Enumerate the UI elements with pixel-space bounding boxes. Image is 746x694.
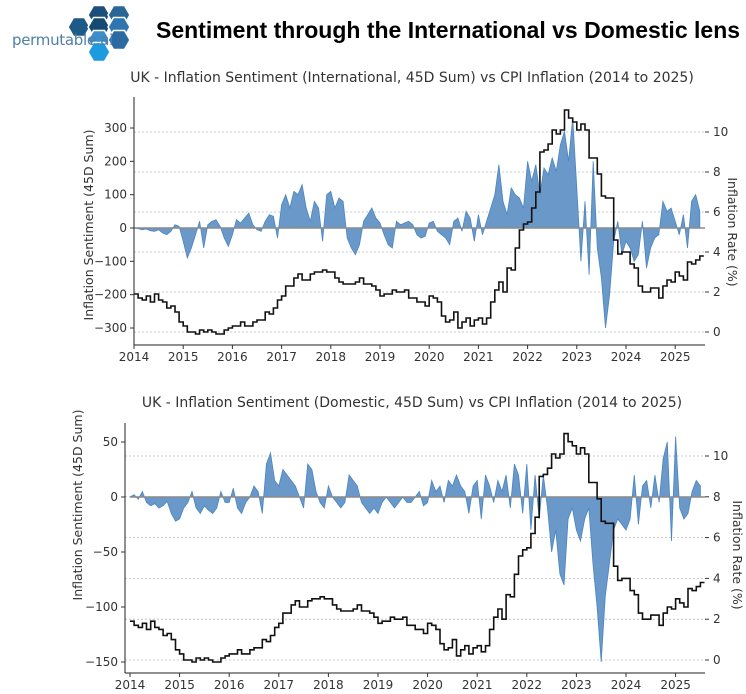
y-tick-label: −100 — [85, 600, 118, 614]
y-tick-label: −200 — [94, 288, 127, 302]
x-tick-label: 2018 — [313, 678, 344, 692]
x-tick-label: 2024 — [611, 350, 642, 364]
y-tick-label: −300 — [94, 321, 127, 335]
hexagon-logo-icon — [67, 4, 131, 63]
x-tick-label: 2014 — [115, 678, 146, 692]
sentiment-area — [129, 436, 701, 663]
y2-tick-label: 0 — [713, 653, 721, 667]
y-tick-label: −150 — [85, 655, 118, 669]
y2-tick-label: 2 — [713, 612, 721, 626]
logo-hexagon — [67, 16, 91, 38]
logo-hexagon — [107, 29, 131, 51]
y2-axis-label: Inflation Rate (%) — [725, 177, 740, 286]
y-tick-label: 50 — [103, 435, 118, 449]
y2-tick-label: 10 — [713, 125, 728, 139]
y2-tick-label: 4 — [713, 571, 721, 585]
y-tick-label: 0 — [110, 490, 118, 504]
y-tick-label: 0 — [119, 221, 127, 235]
chart-title: UK - Inflation Sentiment (International,… — [130, 70, 694, 86]
x-tick-label: 2017 — [264, 678, 295, 692]
y-tick-label: −100 — [94, 254, 127, 268]
y2-axis-label: Inflation Rate (%) — [730, 500, 745, 609]
page-title: Sentiment through the International vs D… — [156, 17, 741, 43]
y2-tick-label: 6 — [713, 205, 721, 219]
y2-tick-label: 8 — [713, 165, 721, 179]
x-tick-label: 2022 — [512, 678, 543, 692]
x-tick-label: 2019 — [365, 350, 396, 364]
y-axis-label: Inflation Sentiment (45D Sum) — [81, 130, 96, 321]
y2-tick-label: 8 — [713, 490, 721, 504]
international-sentiment-chart: UK - Inflation Sentiment (International,… — [81, 70, 740, 364]
x-tick-label: 2020 — [412, 678, 443, 692]
x-tick-label: 2015 — [168, 350, 199, 364]
x-tick-label: 2023 — [561, 678, 592, 692]
y2-tick-label: 10 — [713, 449, 728, 463]
x-tick-label: 2025 — [660, 678, 691, 692]
x-tick-label: 2023 — [562, 350, 593, 364]
cpi-line — [130, 432, 705, 663]
y-tick-label: 300 — [104, 121, 127, 135]
y-axis-label: Inflation Sentiment (45D Sum) — [70, 410, 85, 601]
x-tick-label: 2016 — [214, 678, 245, 692]
x-tick-label: 2021 — [463, 350, 494, 364]
x-tick-label: 2020 — [414, 350, 445, 364]
x-tick-label: 2021 — [462, 678, 493, 692]
logo-hexagon — [87, 41, 111, 63]
cpi-line — [134, 109, 704, 335]
y2-tick-label: 0 — [713, 325, 721, 339]
x-tick-label: 2022 — [512, 350, 543, 364]
x-tick-label: 2015 — [164, 678, 195, 692]
y2-tick-label: 4 — [713, 245, 721, 259]
x-tick-label: 2014 — [119, 350, 150, 364]
domestic-sentiment-chart: UK - Inflation Sentiment (Domestic, 45D … — [70, 395, 745, 692]
x-tick-label: 2024 — [611, 678, 642, 692]
x-tick-label: 2016 — [217, 350, 248, 364]
x-tick-label: 2019 — [363, 678, 394, 692]
x-tick-label: 2025 — [660, 350, 691, 364]
x-tick-label: 2018 — [316, 350, 347, 364]
y-tick-label: 200 — [104, 154, 127, 168]
chart-title: UK - Inflation Sentiment (Domestic, 45D … — [142, 395, 682, 411]
y-tick-label: 100 — [104, 188, 127, 202]
y-tick-label: −50 — [93, 545, 118, 559]
logo-text: permutable.ai — [12, 31, 113, 49]
y2-tick-label: 2 — [713, 285, 721, 299]
sentiment-area — [133, 117, 701, 329]
y2-tick-label: 6 — [713, 531, 721, 545]
x-tick-label: 2017 — [266, 350, 297, 364]
